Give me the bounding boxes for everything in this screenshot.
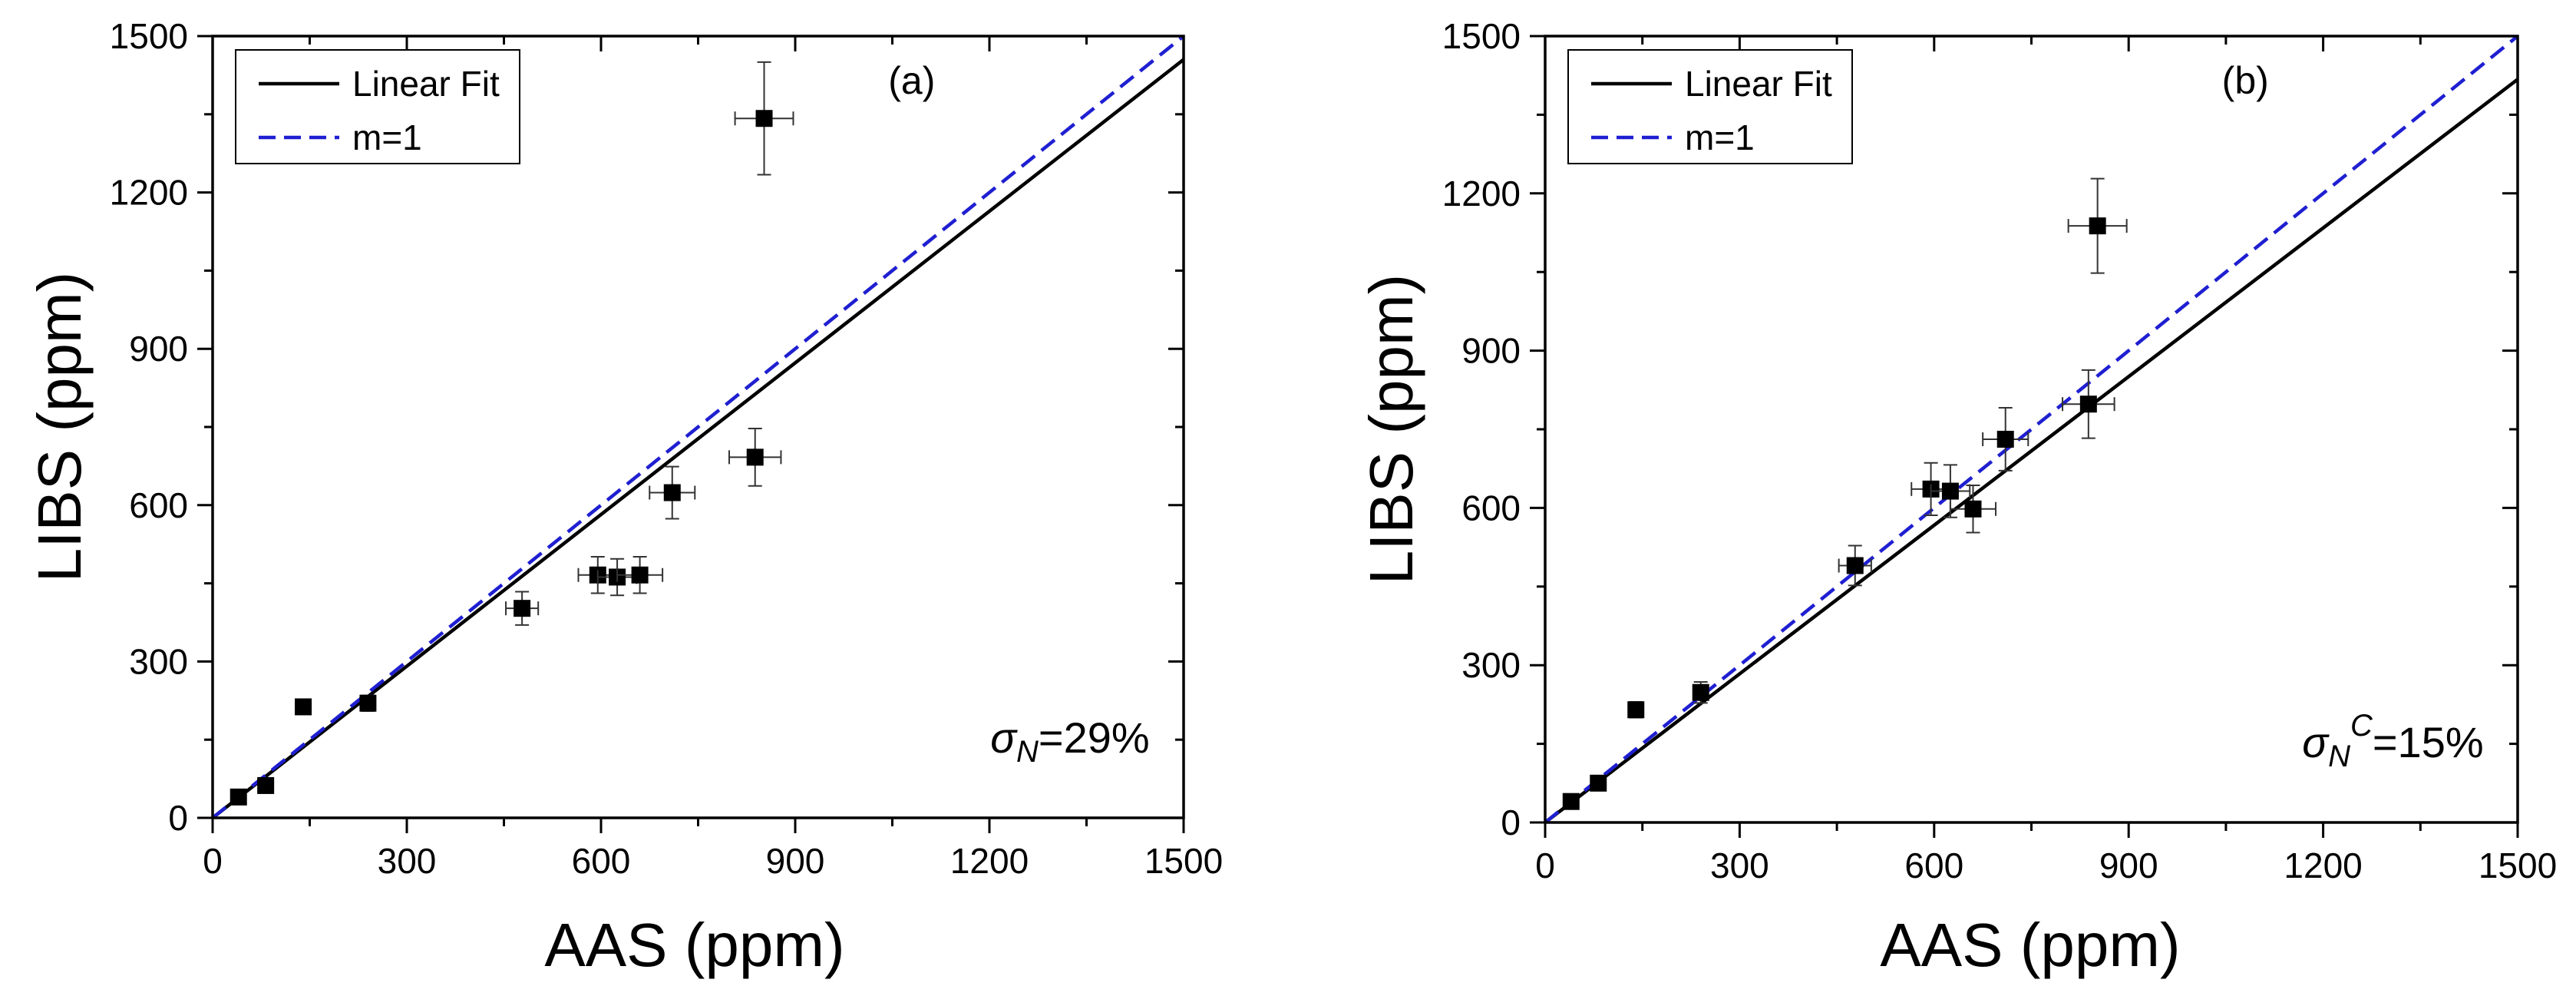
- data-point: [728, 428, 782, 487]
- square-marker: [2079, 395, 2097, 413]
- y-tick-label: 1200: [110, 173, 188, 213]
- x-tick-label: 900: [766, 841, 825, 881]
- square-marker: [230, 788, 247, 806]
- y-tick-label: 900: [129, 329, 188, 369]
- y-tick-label: 0: [168, 798, 188, 838]
- identity-line-m1: [1545, 36, 2518, 822]
- square-marker: [514, 600, 531, 617]
- square-marker: [631, 566, 649, 584]
- plot-frame: [1544, 35, 2519, 824]
- legend-box: [235, 49, 520, 164]
- legend-label: Linear Fit: [352, 64, 500, 104]
- legend-box: [1567, 49, 1853, 164]
- y-axis-title: LIBS (ppm): [25, 272, 94, 583]
- data-point: [1949, 485, 1997, 534]
- square-marker: [1627, 701, 1645, 719]
- y-tick-label: 300: [129, 641, 188, 681]
- data-point: [734, 61, 794, 176]
- square-marker: [1964, 500, 1982, 518]
- square-marker: [1692, 683, 1709, 701]
- data-point: [230, 788, 247, 806]
- square-marker: [663, 484, 681, 501]
- legend-label: m=1: [352, 117, 422, 157]
- square-marker: [359, 694, 377, 712]
- y-tick-label: 900: [1461, 331, 1521, 371]
- x-tick-label: 1200: [950, 841, 1029, 881]
- linear-fit-line: [213, 57, 1184, 818]
- panel-label: (b): [2222, 59, 2269, 102]
- x-tick-label: 0: [203, 841, 223, 881]
- square-marker: [2089, 217, 2106, 235]
- panel-b: 0 300 600 900 1200 1500 0 300 600 900 1200 1500 Line…: [1357, 16, 2557, 979]
- data-point: [295, 698, 312, 716]
- data-point: [257, 776, 275, 794]
- y-tick-label: 1200: [1442, 174, 1521, 213]
- data-point: [505, 591, 540, 626]
- square-marker: [746, 448, 764, 466]
- square-marker: [1846, 557, 1864, 574]
- x-tick-label: 300: [378, 841, 437, 881]
- x-axis-title: AAS (ppm): [1880, 911, 2180, 979]
- identity-line-m1: [213, 36, 1184, 818]
- data-point: [1590, 774, 1607, 792]
- square-marker: [1562, 793, 1580, 810]
- data-point: [1627, 700, 1645, 719]
- x-tick-label: 1500: [1144, 841, 1223, 881]
- y-tick-label: 600: [1461, 488, 1521, 528]
- y-tick-label: 600: [129, 485, 188, 525]
- x-tick-label: 1200: [2284, 846, 2362, 885]
- y-tick-label: 0: [1501, 802, 1521, 842]
- square-marker: [295, 698, 312, 716]
- sigma-annotation: σN=29%: [990, 713, 1149, 769]
- x-tick-label: 0: [1535, 846, 1555, 885]
- x-tick-label: 600: [1904, 846, 1963, 885]
- x-tick-label: 900: [2099, 846, 2158, 885]
- data-point: [1982, 407, 2029, 472]
- panel-a: 0 300 600 900 1200 1500 0 300 600 900 1200 1500 Line…: [25, 16, 1223, 979]
- x-axis-title: AAS (ppm): [544, 911, 844, 979]
- data-point: [2062, 369, 2115, 439]
- x-tick-label: 1500: [2479, 846, 2557, 885]
- square-marker: [755, 110, 773, 127]
- y-axis-title: LIBS (ppm): [1357, 274, 1425, 585]
- x-tick-label: 300: [1710, 846, 1769, 885]
- x-tick-label: 600: [572, 841, 631, 881]
- data-point: [649, 465, 696, 520]
- sigma-annotation: σNC=15%: [2302, 709, 2483, 773]
- legend-label: Linear Fit: [1685, 64, 1832, 104]
- square-marker: [1941, 482, 1959, 500]
- data-point: [616, 555, 664, 594]
- data-point: [2067, 177, 2128, 274]
- data-point: [1692, 681, 1709, 704]
- data-point: [359, 694, 377, 712]
- square-marker: [1996, 430, 2014, 448]
- y-tick-label: 1500: [110, 16, 188, 56]
- panel-label: (a): [888, 59, 935, 102]
- data-point: [1562, 793, 1580, 810]
- plot-frame: [211, 35, 1185, 819]
- legend-label: m=1: [1685, 117, 1755, 157]
- y-tick-label: 1500: [1442, 16, 1521, 56]
- square-marker: [257, 776, 275, 794]
- y-tick-label: 300: [1461, 645, 1521, 685]
- square-marker: [1590, 774, 1607, 792]
- data-point: [1838, 544, 1872, 587]
